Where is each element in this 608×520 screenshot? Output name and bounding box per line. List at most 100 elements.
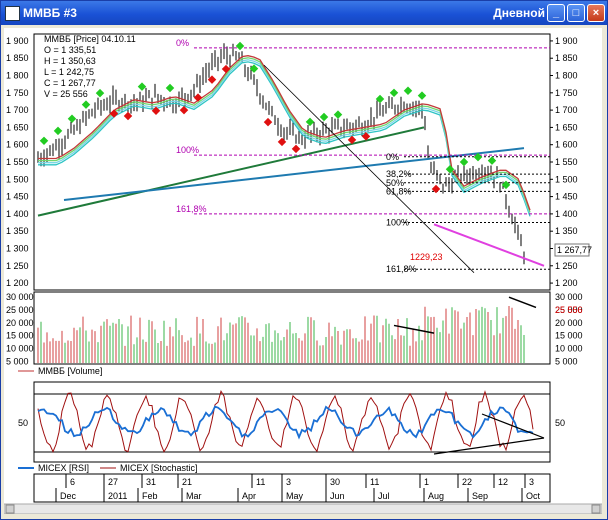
volume-tick-label: 10 000 [6, 344, 34, 354]
timeframe-label[interactable]: Дневной [493, 6, 545, 20]
date-day-label: 12 [498, 477, 508, 487]
down-marker [179, 105, 189, 115]
price-tick-label: 1 900 [555, 36, 578, 46]
price-tick-label: 1 600 [6, 140, 29, 150]
legend-line: ММВБ [Price] 04.10.11 [44, 34, 136, 44]
legend-line: O = 1 335,51 [44, 45, 96, 55]
volume-axis: 30 000 30 000 25 000 25 000 20 000 20 000 15 0… [6, 292, 583, 366]
price-tick-label: 1 200 [555, 278, 578, 288]
price-tick-label: 1 850 [6, 53, 29, 63]
price-tick-label: 1 900 [6, 36, 29, 46]
up-marker [445, 165, 455, 174]
down-marker [109, 109, 119, 118]
price-tick-label: 1 450 [555, 192, 578, 202]
up-marker [403, 86, 413, 95]
up-marker [333, 110, 343, 119]
down-marker [123, 111, 133, 121]
date-month-label: 2011 [108, 491, 127, 501]
oscillator-trend-line [433, 437, 545, 455]
up-marker [305, 117, 315, 127]
date-month-label: Jun [330, 491, 345, 501]
price-tick-label: 1 750 [555, 88, 578, 98]
up-marker [137, 82, 147, 91]
date-day-label: 31 [146, 477, 156, 487]
chart-area[interactable]: 1 900 1 850 1 800 1 750 1 700 1 650 1 600 1 550… [4, 28, 602, 514]
volume-last-value: 25 556 [555, 305, 583, 315]
close-button[interactable]: × [587, 4, 605, 22]
up-marker [95, 88, 105, 98]
date-month-label: Oct [526, 491, 541, 501]
chart-app-icon [5, 6, 20, 21]
rsi-legend: MICEX [RSI] [38, 463, 89, 473]
price-tick-label: 1 350 [555, 226, 578, 236]
volume-tick-label: 15 000 [6, 331, 34, 341]
date-month-label: Jul [378, 491, 390, 501]
fib-label: 50% [386, 178, 404, 188]
down-marker [347, 135, 357, 145]
scroll-left-arrow-icon[interactable] [5, 504, 15, 514]
volume-tick-label: 5 000 [555, 356, 578, 366]
date-month-label: Feb [142, 491, 158, 501]
volume-tick-label: 15 000 [555, 331, 583, 341]
title-bar[interactable]: ММВБ #3 Дневной _ □ × [1, 1, 607, 25]
legend-line: C = 1 267,77 [44, 78, 96, 88]
up-marker [53, 126, 63, 136]
fib-label: 38,2% [386, 169, 412, 179]
trend-line [37, 126, 425, 217]
up-marker [487, 156, 497, 165]
up-marker [319, 112, 329, 122]
price-panel-frame [33, 33, 551, 291]
down-marker [361, 132, 371, 141]
volume-legend: ММВБ [Volume] [38, 366, 102, 376]
legend-line: L = 1 242,75 [44, 67, 94, 77]
fibonacci-levels: 0% 100% 161,8% 0% 38,2%50%61,8% 100% 161,8% [176, 38, 550, 274]
down-marker [263, 117, 273, 127]
date-month-label: Mar [186, 491, 202, 501]
down-marker [291, 144, 301, 154]
up-marker [501, 180, 511, 190]
date-day-label: 1 [424, 477, 429, 487]
price-tick-label: 1 200 [6, 278, 29, 288]
price-tick-label: 1 250 [6, 261, 29, 271]
oscillator-panel-frame [33, 381, 551, 463]
up-marker [39, 136, 49, 146]
volume-tick-label: 25 000 [6, 305, 34, 315]
up-marker [417, 91, 427, 100]
price-tick-label: 1 350 [6, 226, 29, 236]
down-marker [193, 93, 203, 102]
last-price-box [554, 243, 590, 257]
price-tick-label: 1 800 [6, 71, 29, 81]
horizontal-scrollbar[interactable] [4, 503, 602, 514]
price-tick-label: 1 400 [6, 209, 29, 219]
price-tick-label: 1 700 [6, 105, 29, 115]
price-tick-label: 1 400 [555, 209, 578, 219]
trend-line [433, 223, 545, 267]
fib-mark-value: 1229,23 [410, 252, 443, 262]
date-day-label: 6 [70, 477, 75, 487]
date-month-label: Apr [242, 491, 256, 501]
minimize-button[interactable]: _ [547, 4, 565, 22]
rsi-line [37, 405, 534, 440]
price-tick-label: 1 650 [6, 122, 29, 132]
price-axis-right: 1 900 1 850 1 800 1 750 1 700 1 650 1 600 1 550… [550, 36, 578, 288]
oscillator-level-right: 50 [555, 418, 565, 428]
date-day-label: 3 [529, 477, 534, 487]
price-tick-label: 1 500 [6, 174, 29, 184]
maximize-button[interactable]: □ [567, 4, 585, 22]
down-marker [151, 106, 161, 116]
volume-tick-label: 20 000 [555, 318, 583, 328]
date-day-label: 22 [462, 477, 472, 487]
moving-average-line [38, 55, 531, 211]
fib-label: 100% [176, 145, 199, 155]
price-tick-label: 1 850 [555, 53, 578, 63]
price-tick-label: 1 450 [6, 192, 29, 202]
date-day-label: 11 [370, 477, 379, 487]
date-day-label: 27 [108, 477, 118, 487]
price-tick-label: 1 550 [555, 157, 578, 167]
scroll-right-arrow-icon[interactable] [591, 504, 601, 514]
oscillator-series [34, 389, 550, 455]
trend-line [63, 147, 525, 202]
price-series [37, 43, 545, 273]
